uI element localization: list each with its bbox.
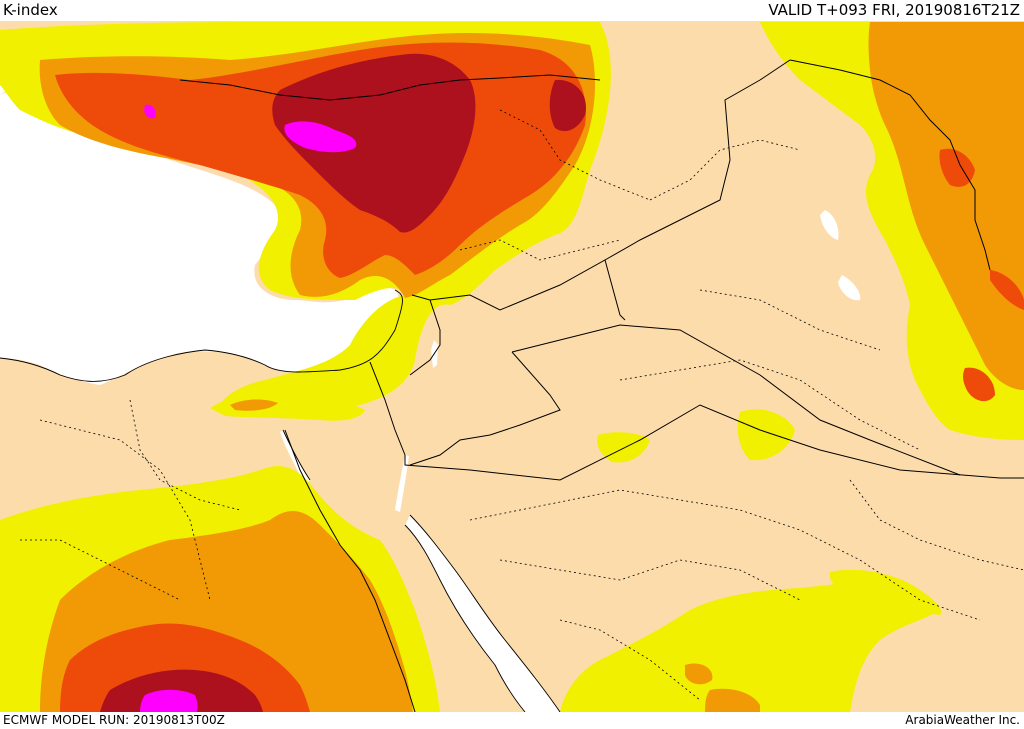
- k-index-map: [0, 21, 1024, 712]
- header-bar: K-index VALID T+093 FRI, 20190816T21Z: [0, 0, 1024, 21]
- lake-razazza: [838, 275, 861, 301]
- k-zone-orange-east: [868, 22, 1024, 390]
- credit-label: ArabiaWeather Inc.: [905, 713, 1020, 727]
- valid-time: VALID T+093 FRI, 20190816T21Z: [768, 1, 1020, 19]
- k-zone-magenta-south: [140, 689, 198, 712]
- k-zone-red-east: [939, 148, 975, 187]
- k-zone-orange-se: [685, 663, 713, 685]
- k-zone-yellow-sat2: [737, 409, 795, 461]
- k-zone-darkred-east: [549, 79, 586, 132]
- k-zone-yellow-se: [560, 582, 940, 712]
- mediterranean-sea: [0, 91, 400, 386]
- lake-tharthar: [820, 210, 839, 240]
- k-zone-magenta-north: [284, 121, 357, 153]
- footer-bar: ECMWF MODEL RUN: 20190813T00Z ArabiaWeat…: [0, 712, 1024, 729]
- model-run-label: ECMWF MODEL RUN: 20190813T00Z: [3, 713, 225, 727]
- gulf-of-aqaba: [395, 455, 409, 512]
- coastlines: [0, 289, 561, 712]
- k-zone-darkred-north: [272, 53, 476, 233]
- k-zone-red-east-3: [990, 270, 1024, 310]
- k-zone-orange-se2: [705, 688, 760, 712]
- province-borders: [20, 109, 1024, 701]
- k-zone-yellow-delta: [210, 391, 365, 421]
- country-borders: [179, 59, 1024, 712]
- map-title: K-index: [3, 1, 58, 19]
- k-zone-magenta-west: [144, 104, 156, 119]
- k-zone-red-east-2: [963, 367, 995, 402]
- k-zone-yellow-sat3: [829, 569, 942, 615]
- k-zone-orange-delta: [230, 399, 278, 411]
- red-sea: [405, 515, 560, 712]
